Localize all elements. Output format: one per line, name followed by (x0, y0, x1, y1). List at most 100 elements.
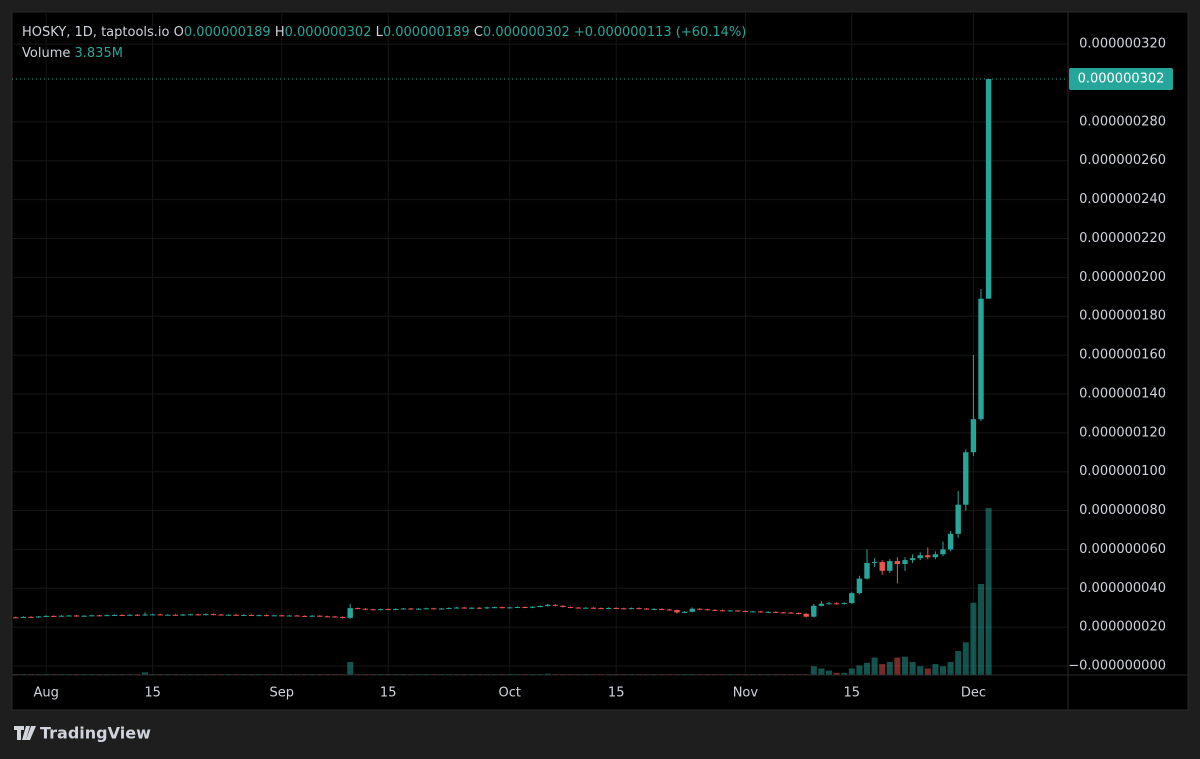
candle-body (925, 555, 931, 558)
y-tick-label: 0.000000180 (1079, 309, 1166, 324)
candle-body (909, 558, 916, 561)
h-key: H (275, 25, 285, 40)
volume-bar (909, 661, 916, 675)
volume-bar (826, 670, 832, 675)
candle-body (347, 608, 353, 618)
candle-body (324, 616, 331, 618)
candle-body (301, 615, 308, 617)
candle-body (476, 607, 483, 609)
candle-body (431, 608, 437, 610)
volume-bar (917, 666, 924, 675)
y-tick-label: 0.000000100 (1079, 464, 1166, 479)
volume-bar (955, 651, 962, 675)
y-tick-label: 0.000000240 (1079, 192, 1166, 207)
y-tick-label: −0.000000000 (1068, 659, 1166, 674)
candle-body (514, 606, 521, 608)
candle-body (28, 616, 34, 618)
candle-body (423, 608, 429, 610)
volume-bar (864, 662, 870, 675)
candle-body (955, 504, 961, 534)
x-tick-label: Aug (34, 686, 59, 701)
candle-body (225, 614, 232, 616)
y-tick-label: 0.000000140 (1079, 386, 1166, 401)
candle-body (73, 615, 80, 617)
candle-body (704, 609, 711, 611)
candle-body (271, 615, 277, 617)
candle-body (689, 608, 695, 612)
candle-body (712, 609, 718, 611)
candle-body (317, 615, 323, 617)
candle-body (20, 616, 27, 618)
candle-body (149, 614, 156, 616)
candle-body (203, 614, 209, 616)
candle-body (560, 605, 566, 607)
candle-body (180, 614, 186, 616)
candle-body (187, 614, 194, 616)
candle-body (461, 607, 467, 609)
candle-body (529, 606, 536, 608)
candle-body (415, 608, 422, 610)
candle-body (666, 609, 673, 611)
volume-bar (894, 657, 901, 675)
volume-bar (932, 664, 939, 675)
candle-body (522, 606, 528, 608)
candle-body (355, 608, 361, 610)
h-value: 0.000000302 (285, 25, 372, 40)
volume-legend: Volume 3.835M (22, 46, 123, 61)
candle-body (947, 533, 954, 550)
candle-body (545, 604, 551, 606)
candle-body (66, 615, 72, 617)
o-value: 0.000000189 (184, 25, 271, 40)
candle-body (940, 549, 946, 555)
volume-bar (902, 656, 908, 675)
candle-body (963, 452, 969, 505)
volume-key: Volume (22, 46, 70, 61)
candle-body (537, 605, 543, 607)
volume-bar (347, 661, 354, 675)
change: +0.000000113 (+60.14%) (574, 25, 746, 40)
y-tick-label: 0.000000080 (1079, 503, 1166, 518)
candle-body (332, 616, 338, 618)
candle-body (241, 614, 247, 616)
candle-body (978, 298, 984, 420)
candle-body (917, 555, 923, 559)
y-tick-label: 0.000000200 (1079, 270, 1166, 285)
candle-body (902, 560, 908, 565)
candle-body (871, 562, 878, 564)
candle-body (765, 611, 771, 613)
candle-body (628, 608, 635, 610)
candle-body (856, 578, 863, 594)
legend: HOSKY, 1D, taptools.io O0.000000189 H0.0… (22, 25, 746, 61)
candle-body (469, 607, 475, 609)
brand-text: TradingView (40, 724, 151, 743)
candle-body (256, 615, 262, 617)
pane (11, 11, 1189, 711)
candle-body (134, 614, 141, 616)
candle-body (172, 614, 179, 616)
candle-body (636, 608, 642, 610)
candle-body (932, 554, 939, 558)
x-tick-label: 15 (144, 686, 161, 701)
candle-body (773, 611, 779, 613)
candle-body (613, 607, 619, 609)
candle-body (96, 615, 103, 617)
candle-body (81, 615, 87, 617)
candle-body (165, 614, 171, 616)
volume-value: 3.835M (75, 46, 123, 61)
volume-bar (985, 508, 992, 675)
x-tick-label: 15 (844, 686, 861, 701)
candle-body (218, 614, 224, 616)
candle-body (583, 607, 589, 609)
candle-body (286, 615, 293, 617)
candle-body (377, 609, 384, 611)
candle-body (788, 612, 794, 614)
candle-body (849, 593, 855, 604)
brand-logo (14, 726, 36, 740)
candle-body (879, 562, 885, 571)
candle-body (970, 419, 977, 453)
last-price-box (1069, 68, 1173, 91)
y-tick-label: 0.000000160 (1079, 348, 1166, 363)
candle-body (385, 609, 391, 611)
x-tick-label: Dec (961, 686, 986, 701)
candle-body (446, 607, 452, 609)
